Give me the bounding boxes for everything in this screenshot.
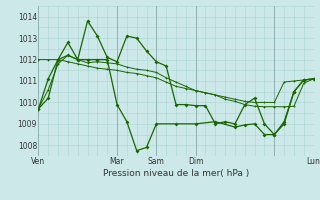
X-axis label: Pression niveau de la mer( hPa ): Pression niveau de la mer( hPa ) <box>103 169 249 178</box>
